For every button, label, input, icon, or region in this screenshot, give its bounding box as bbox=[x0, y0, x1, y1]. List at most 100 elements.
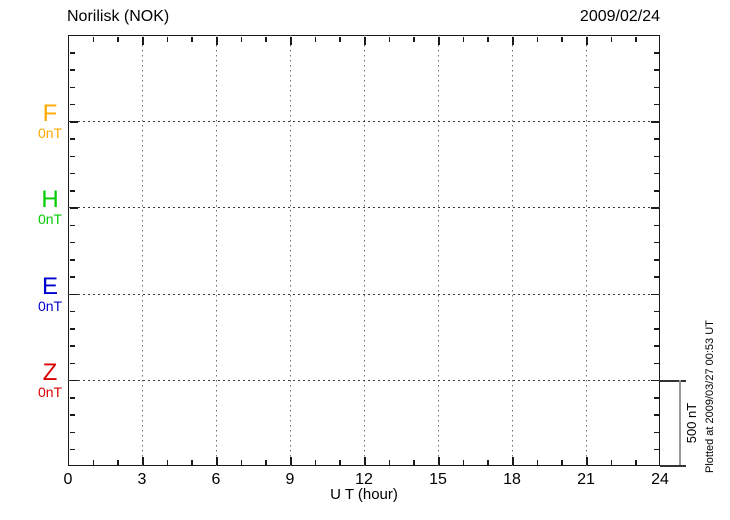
axis-tick-top bbox=[216, 36, 218, 45]
plot-title: Norilisk (NOK) bbox=[67, 8, 170, 25]
axis-tick-bottom bbox=[586, 456, 588, 465]
axis-tick-right bbox=[650, 207, 659, 209]
plotted-at-note: Plotted at 2009/03/27 00:53 UT bbox=[704, 320, 716, 473]
x-tick-label: 9 bbox=[285, 471, 295, 488]
grid-line-vertical bbox=[142, 35, 143, 466]
axis-tick-left bbox=[69, 172, 75, 175]
axis-tick-bottom bbox=[216, 456, 218, 465]
baseline-grid-line bbox=[68, 293, 660, 295]
axis-tick-top bbox=[240, 36, 243, 42]
axis-tick-left bbox=[69, 207, 78, 209]
axis-tick-top bbox=[142, 36, 144, 45]
axis-tick-right bbox=[653, 448, 659, 451]
scale-bar-top-cap bbox=[660, 380, 686, 382]
axis-tick-bottom bbox=[240, 459, 243, 465]
axis-tick-left bbox=[69, 431, 75, 434]
axis-tick-top bbox=[536, 36, 539, 42]
grid-line-vertical bbox=[438, 35, 439, 466]
x-tick-label: 3 bbox=[137, 471, 147, 488]
axis-tick-left bbox=[69, 414, 75, 416]
axis-tick-right bbox=[653, 414, 659, 416]
grid-line-vertical bbox=[586, 35, 587, 466]
axis-tick-top bbox=[512, 36, 514, 45]
axis-tick-right bbox=[653, 190, 659, 192]
axis-tick-right bbox=[653, 52, 659, 54]
axis-tick-top bbox=[290, 36, 292, 45]
scale-bar-label: 500 nT bbox=[684, 402, 699, 444]
axis-tick-right bbox=[653, 397, 659, 399]
axis-tick-right bbox=[653, 328, 659, 330]
scale-bar-line bbox=[679, 380, 681, 466]
plot-date: 2009/02/24 bbox=[579, 8, 660, 25]
x-tick-label: 15 bbox=[429, 471, 447, 488]
axis-tick-top bbox=[487, 36, 489, 42]
axis-tick-top bbox=[314, 36, 317, 42]
x-tick-label: 24 bbox=[651, 471, 669, 488]
axis-tick-left bbox=[69, 121, 78, 123]
axis-tick-top bbox=[610, 36, 613, 42]
axis-tick-top bbox=[166, 36, 169, 42]
axis-tick-left bbox=[69, 190, 75, 192]
channel-label-E: E bbox=[41, 272, 58, 300]
axis-tick-left bbox=[69, 86, 75, 89]
axis-tick-bottom bbox=[364, 456, 366, 465]
axis-tick-bottom bbox=[339, 459, 341, 465]
channel-baseline-value-H: 0nT bbox=[37, 211, 63, 228]
axis-tick-bottom bbox=[462, 459, 465, 465]
axis-tick-right bbox=[653, 241, 659, 244]
channel-baseline-value-Z: 0nT bbox=[37, 383, 63, 400]
axis-tick-top bbox=[413, 36, 415, 42]
axis-tick-top bbox=[117, 36, 119, 42]
axis-tick-bottom bbox=[314, 459, 317, 465]
axis-tick-bottom bbox=[413, 459, 415, 465]
axis-tick-bottom bbox=[117, 459, 119, 465]
axis-tick-left bbox=[69, 293, 78, 296]
axis-tick-left bbox=[69, 224, 75, 227]
axis-tick-right bbox=[653, 431, 659, 434]
axis-tick-left bbox=[69, 397, 75, 399]
axis-tick-top bbox=[438, 36, 440, 45]
axis-tick-left bbox=[69, 138, 75, 140]
axis-tick-left bbox=[69, 362, 75, 365]
x-axis-title: U T (hour) bbox=[330, 486, 398, 503]
channel-baseline-value-F: 0nT bbox=[37, 125, 63, 142]
axis-tick-bottom bbox=[487, 459, 489, 465]
axis-tick-bottom bbox=[561, 459, 563, 465]
axis-tick-bottom bbox=[635, 459, 637, 465]
axis-tick-left bbox=[69, 241, 75, 244]
axis-tick-left bbox=[69, 310, 75, 313]
baseline-grid-line bbox=[68, 379, 660, 381]
channel-label-H: H bbox=[41, 186, 59, 214]
axis-tick-right bbox=[653, 69, 659, 71]
axis-tick-bottom bbox=[438, 456, 440, 465]
axis-tick-left bbox=[69, 155, 75, 158]
axis-tick-bottom bbox=[290, 456, 292, 465]
axis-tick-top bbox=[364, 36, 366, 45]
x-tick-label: 12 bbox=[355, 471, 373, 488]
channel-label-Z: Z bbox=[42, 358, 58, 386]
axis-tick-right bbox=[653, 362, 659, 365]
axis-tick-top bbox=[586, 36, 588, 45]
grid-line-vertical bbox=[216, 35, 217, 466]
axis-tick-right bbox=[653, 86, 659, 89]
axis-tick-bottom bbox=[166, 459, 169, 465]
axis-tick-bottom bbox=[512, 456, 514, 465]
axis-tick-top bbox=[561, 36, 563, 42]
axis-tick-left bbox=[69, 52, 75, 54]
scale-bar-bottom-cap bbox=[660, 465, 686, 467]
axis-tick-right bbox=[650, 379, 659, 382]
grid-line-vertical bbox=[512, 35, 513, 466]
axis-tick-left bbox=[69, 345, 75, 347]
grid-line-vertical bbox=[364, 35, 365, 466]
axis-tick-top bbox=[92, 36, 95, 42]
x-tick-label: 21 bbox=[577, 471, 595, 488]
axis-tick-bottom bbox=[536, 459, 539, 465]
axis-tick-left bbox=[69, 103, 75, 106]
axis-tick-left bbox=[69, 259, 75, 261]
axis-tick-left bbox=[69, 448, 75, 451]
x-tick-label: 18 bbox=[503, 471, 521, 488]
axis-tick-right bbox=[653, 138, 659, 140]
x-tick-label: 0 bbox=[63, 471, 73, 488]
axis-tick-bottom bbox=[191, 459, 193, 465]
